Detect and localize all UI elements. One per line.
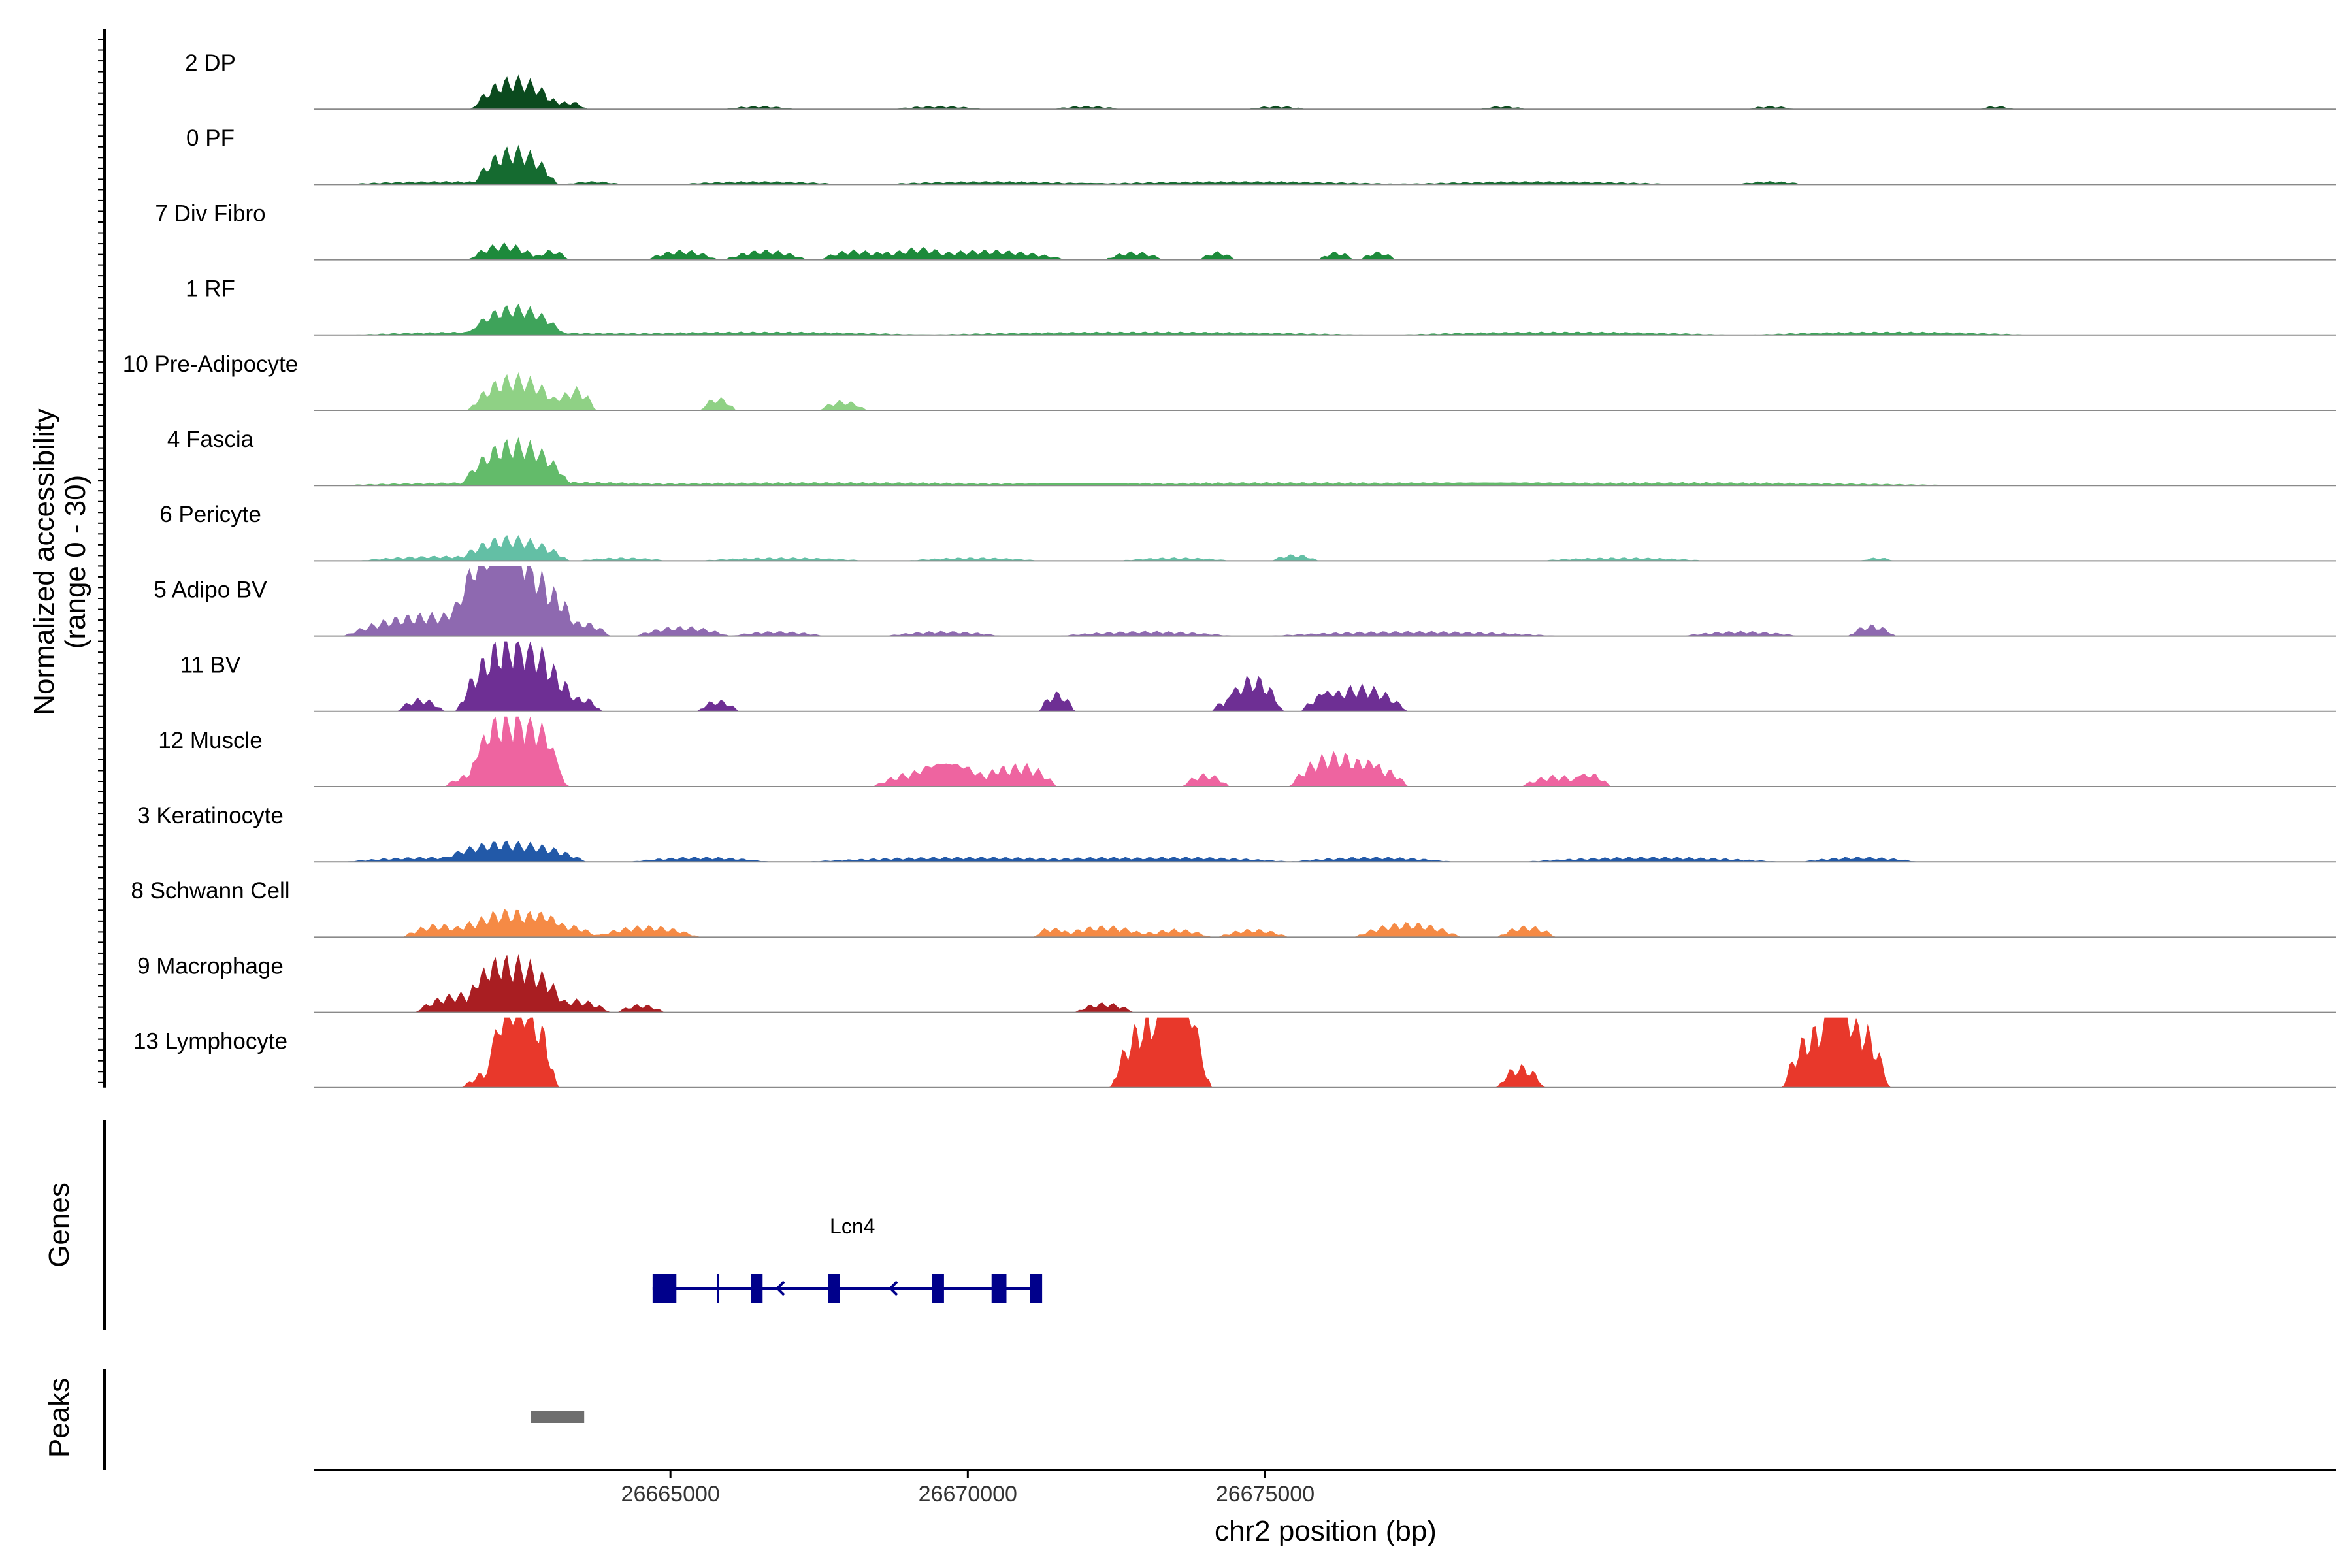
gene-Lcn4: Lcn4 [652,1215,1043,1303]
coverage-area [314,840,2336,862]
coverage-area [314,74,2336,110]
gene-label: Lcn4 [830,1215,875,1238]
track-label: 2 DP [185,50,236,76]
track-11: 3 Keratinocyte [137,803,2336,863]
coverage-area [314,436,2336,486]
x-tick-label: 26670000 [919,1482,1017,1507]
gene-exon [652,1274,677,1303]
gene-exon [932,1274,944,1303]
track-label: 12 Muscle [158,728,263,753]
coverage-area [314,242,2336,260]
track-2: 0 PF [186,125,2336,186]
track-label: 7 Div Fibro [155,201,265,226]
gene-exon [751,1274,763,1303]
coverage-area [314,566,2336,636]
y-axis-title-line-2: (range 0 - 30) [59,475,91,649]
x-axis: 26665000 26670000 26675000 [314,1469,2336,1507]
track-9: 11 BV [180,641,2336,712]
x-axis-title: chr2 position (bp) [1215,1515,1437,1547]
left-axes [98,29,106,1470]
track-label: 6 Pericyte [159,502,261,527]
strand-arrow [776,1281,785,1296]
genes-track-title: Genes [43,1183,75,1267]
track-1: 2 DP [185,50,2336,110]
track-label: 4 Fascia [167,427,254,452]
track-label: 1 RF [186,276,235,302]
track-7: 6 Pericyte [159,502,2336,562]
coverage-area [314,909,2336,938]
coverage-area [314,144,2336,185]
coverage-tracks: 2 DP 0 PF 7 Div Fibro 1 RF 10 Pre-Adipocyte 4… [123,50,2336,1088]
gene-track: Lcn4 [652,1215,1043,1303]
coverage-area [314,534,2336,561]
gene-exon [991,1274,1007,1303]
track-3: 7 Div Fibro [155,201,2336,261]
track-label: 8 Schwann Cell [131,878,289,904]
coverage-area [314,953,2336,1013]
coverage-area [314,1017,2336,1088]
track-14: 13 Lymphocyte [133,1017,2336,1088]
track-label: 5 Adipo BV [154,577,267,602]
track-8: 5 Adipo BV [154,566,2336,637]
track-4: 1 RF [186,276,2336,336]
strand-arrow [889,1281,898,1296]
x-tick-label: 26675000 [1216,1482,1315,1507]
track-5: 10 Pre-Adipocyte [123,351,2336,411]
track-label: 11 BV [180,653,241,678]
track-10: 12 Muscle [158,716,2336,787]
track-6: 4 Fascia [167,427,2336,487]
coverage-area [314,303,2336,335]
coverage-area [314,641,2336,711]
gene-exon [1030,1274,1043,1303]
y-axis-title-line-1: Normalized accessibility [28,408,60,715]
track-12: 8 Schwann Cell [131,878,2336,938]
gene-exon [828,1274,840,1303]
track-13: 9 Macrophage [137,953,2336,1013]
track-label: 10 Pre-Adipocyte [123,351,298,377]
coverage-area [314,372,2336,410]
track-label: 3 Keratinocyte [137,803,284,828]
peak-track [531,1411,585,1423]
coverage-area [314,716,2336,787]
track-label: 0 PF [186,125,235,151]
track-label: 13 Lymphocyte [133,1029,287,1054]
x-tick-label: 26665000 [621,1482,720,1507]
track-label: 9 Macrophage [137,953,284,979]
peaks-track-title: Peaks [43,1378,75,1458]
peak-region [531,1411,585,1423]
